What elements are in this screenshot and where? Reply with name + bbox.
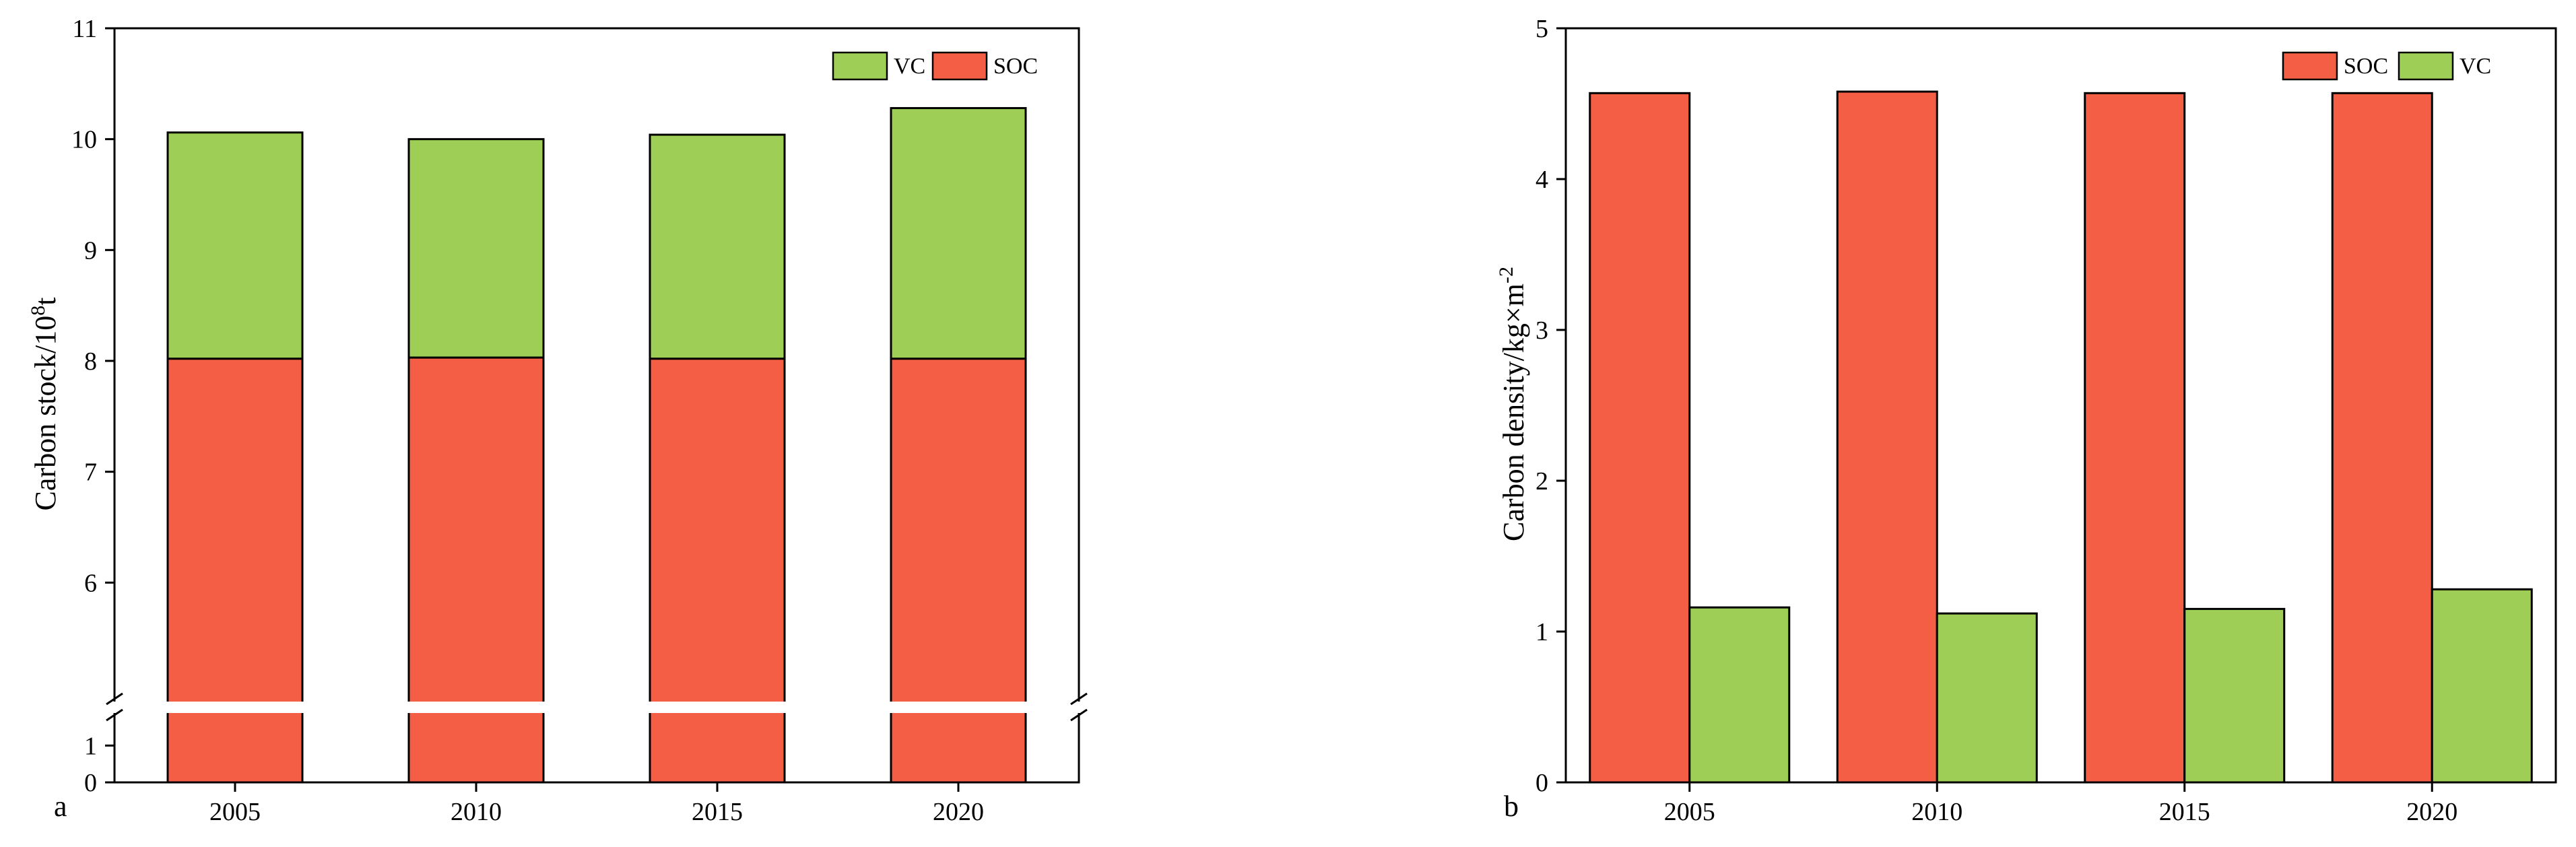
chart-a-panel-label: a bbox=[54, 790, 67, 823]
chart-a-xtick-label-2010: 2010 bbox=[451, 798, 502, 826]
chart-a-xtick-label-2015: 2015 bbox=[692, 798, 743, 826]
chart-b-legend-swatch-soc bbox=[2282, 51, 2338, 81]
bar-b-soc-2015 bbox=[2084, 92, 2186, 784]
chart-b-ytick-label-5: 5 bbox=[1535, 15, 1548, 43]
chart-a-break-mark-right-upper bbox=[1070, 692, 1088, 706]
chart-b-ytick-label-3: 3 bbox=[1535, 316, 1548, 345]
chart-b-plot-frame bbox=[1564, 27, 2557, 784]
chart-a-legend-label-soc: SOC bbox=[993, 54, 1038, 79]
chart-b-xtick-label-2020: 2020 bbox=[2406, 798, 2457, 826]
bar-a-soc-2015 bbox=[649, 358, 786, 784]
chart-b-legend-label-soc: SOC bbox=[2344, 54, 2388, 79]
bar-a-soc-2010 bbox=[407, 356, 545, 784]
chart-a-ytick-label-7: 7 bbox=[84, 459, 97, 487]
bar-b-soc-2010 bbox=[1836, 90, 1938, 784]
chart-a-ytick-label-6: 6 bbox=[84, 569, 97, 597]
chart-a-xtick-label-2020: 2020 bbox=[933, 798, 984, 826]
chart-a-ytick-label-0: 0 bbox=[84, 769, 97, 797]
chart-b: 0 1 2 3 4 5 2005 2010 2015 2020 Carbon density/k… bbox=[1495, 15, 2557, 826]
chart-a-ytick-label-9: 9 bbox=[84, 236, 97, 265]
chart-a: 0 1 6 7 8 9 10 11 2005 2010 2015 2020 Carbon stock… bbox=[27, 15, 1092, 826]
chart-a-legend-swatch-soc bbox=[931, 51, 988, 81]
chart-a-legend-label-vc: VC bbox=[894, 54, 925, 79]
bar-b-vc-2005 bbox=[1688, 606, 1791, 784]
chart-b-legend-swatch-vc bbox=[2398, 51, 2454, 81]
chart-a-ytick-label-8: 8 bbox=[84, 347, 97, 376]
bar-a-vc-2015 bbox=[649, 133, 786, 360]
bar-a-soc-2005 bbox=[166, 358, 304, 784]
chart-b-legend-label-vc: VC bbox=[2459, 54, 2491, 79]
chart-a-ytick-label-10: 10 bbox=[71, 126, 97, 154]
bar-b-vc-2020 bbox=[2431, 588, 2533, 784]
chart-a-axis-break-gap bbox=[101, 702, 1092, 713]
chart-b-ytick-label-2: 2 bbox=[1535, 467, 1548, 496]
chart-a-plot-frame bbox=[113, 27, 1080, 784]
chart-a-ytick-label-11: 11 bbox=[72, 15, 97, 43]
chart-b-xtick-label-2005: 2005 bbox=[1664, 798, 1715, 826]
chart-b-ytick-label-4: 4 bbox=[1535, 166, 1548, 194]
chart-b-panel-label: b bbox=[1504, 790, 1519, 823]
chart-a-break-mark-left-upper bbox=[106, 692, 123, 706]
chart-a-xtick-label-2005: 2005 bbox=[209, 798, 261, 826]
chart-b-xtick-label-2010: 2010 bbox=[1911, 798, 1962, 826]
chart-b-y-axis-label: Carbon density/kg×m-2 bbox=[1495, 267, 1530, 541]
bar-a-vc-2020 bbox=[890, 107, 1027, 360]
chart-a-break-mark-right-lower bbox=[1070, 708, 1088, 722]
bar-b-vc-2015 bbox=[2183, 607, 2286, 784]
bar-a-soc-2020 bbox=[890, 358, 1027, 784]
chart-b-ytick-label-1: 1 bbox=[1535, 618, 1548, 646]
bar-b-vc-2010 bbox=[1936, 612, 2038, 784]
bar-a-vc-2005 bbox=[166, 131, 304, 360]
chart-b-xtick-label-2015: 2015 bbox=[2159, 798, 2210, 826]
chart-b-ytick-label-0: 0 bbox=[1535, 769, 1548, 797]
chart-a-break-mark-left-lower bbox=[106, 708, 123, 722]
chart-a-y-axis-label: Carbon stock/108t bbox=[27, 298, 62, 511]
bar-b-soc-2020 bbox=[2331, 92, 2433, 784]
chart-a-legend-swatch-vc bbox=[832, 51, 888, 81]
bar-a-vc-2010 bbox=[407, 138, 545, 359]
chart-a-ytick-label-1: 1 bbox=[84, 732, 97, 760]
bar-b-soc-2005 bbox=[1589, 92, 1691, 784]
